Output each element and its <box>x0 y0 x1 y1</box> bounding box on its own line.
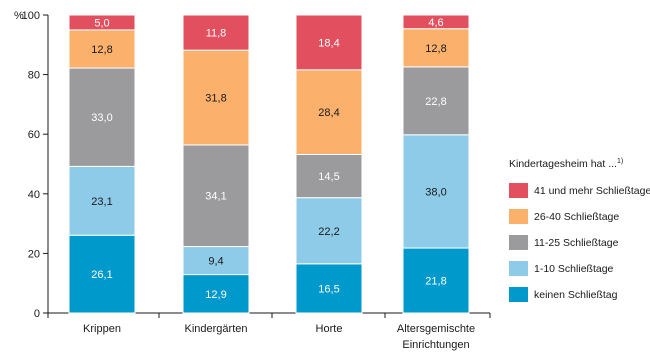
legend-swatch <box>509 183 528 198</box>
legend-item-label: 26-40 Schließtage <box>534 211 619 223</box>
data-label: 21,8 <box>425 276 446 288</box>
bar-segment <box>182 274 250 314</box>
data-label: 4,6 <box>428 17 443 29</box>
bar-segment <box>402 134 470 249</box>
data-label: 26,1 <box>91 269 112 281</box>
data-label: 11,8 <box>206 28 227 40</box>
data-label: 28,4 <box>318 107 339 119</box>
data-label: 33,0 <box>91 112 112 124</box>
data-label: 22,8 <box>425 96 446 108</box>
legend-item-label: 11-25 Schließtage <box>534 237 619 249</box>
data-label: 12,8 <box>425 43 446 55</box>
bar-segment <box>295 263 363 314</box>
bar-segment <box>402 14 470 30</box>
bar-segment <box>402 247 470 314</box>
bar-segment <box>402 66 470 136</box>
y-tick-label: 40 <box>28 189 40 201</box>
data-label: 38,0 <box>425 186 446 198</box>
bar-segment <box>295 153 363 199</box>
data-label: 5,0 <box>94 17 109 29</box>
x-tick-label: Altersgemischte <box>397 323 475 335</box>
x-tick-label: Kindergärten <box>185 323 248 335</box>
legend-swatch <box>509 235 528 250</box>
legend-item-label: 41 und mehr Schließtage <box>534 185 650 197</box>
data-label: 14,5 <box>318 171 339 183</box>
data-label: 16,5 <box>318 283 339 295</box>
y-tick-label: 60 <box>28 129 40 141</box>
data-label: 22,2 <box>318 226 339 238</box>
legend-swatch <box>509 261 528 276</box>
bar-segment <box>182 14 250 51</box>
bar-segment <box>68 29 136 69</box>
data-label: 31,8 <box>205 93 226 105</box>
data-label: 18,4 <box>318 37 339 49</box>
y-unit-label: % <box>14 10 24 22</box>
y-tick-label: 0 <box>34 308 40 320</box>
x-tick-label: Einrichtungen <box>402 339 469 351</box>
data-label: 23,1 <box>91 196 112 208</box>
x-tick-label: Krippen <box>83 323 121 335</box>
legend-swatch <box>509 209 528 224</box>
data-label: 12,8 <box>91 44 112 56</box>
x-tick-label: Horte <box>316 323 343 335</box>
data-label: 9,4 <box>208 256 223 268</box>
bar-segment <box>295 197 363 265</box>
bar-segment <box>68 234 136 314</box>
bar-segment <box>295 14 363 71</box>
bar-segment <box>68 67 136 167</box>
y-tick-label: 20 <box>28 248 40 260</box>
legend-title: Kindertagesheim hat ...1) <box>509 158 623 170</box>
y-tick-label: 80 <box>28 70 40 82</box>
data-label: 12,9 <box>205 289 226 301</box>
bar-segment <box>68 14 136 31</box>
legend-item-label: 1-10 Schließtage <box>534 263 614 275</box>
bar-segment <box>182 246 250 276</box>
legend-title-superscript: 1) <box>617 158 623 165</box>
bar-segment <box>295 69 363 155</box>
legend-swatch <box>509 287 528 302</box>
y-tick-label: 100 <box>22 10 40 22</box>
bar-segment <box>182 49 250 146</box>
data-label: 34,1 <box>205 191 226 203</box>
legend-item-label: keinen Schließtag <box>534 289 618 301</box>
bar-segment <box>68 165 136 236</box>
